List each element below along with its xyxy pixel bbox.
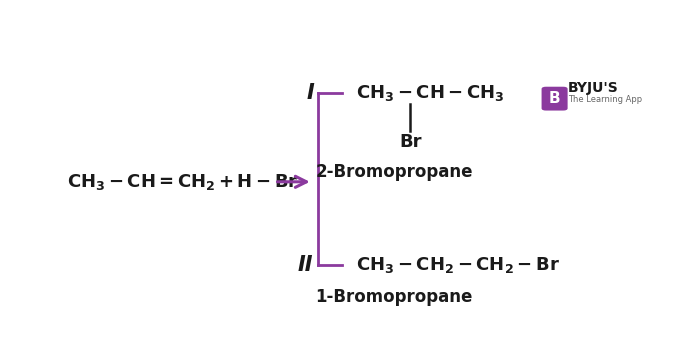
Text: B: B bbox=[549, 91, 561, 105]
Text: Br: Br bbox=[399, 132, 421, 150]
Text: $\mathbf{CH_3 - CH_2 - CH_2 - Br}$: $\mathbf{CH_3 - CH_2 - CH_2 - Br}$ bbox=[356, 255, 560, 275]
Text: $\mathbf{CH_3 - CH - CH_3}$: $\mathbf{CH_3 - CH - CH_3}$ bbox=[356, 83, 505, 103]
Text: $\mathbf{CH_3 - CH = CH_2 + H - Br}$: $\mathbf{CH_3 - CH = CH_2 + H - Br}$ bbox=[66, 172, 298, 192]
Text: II: II bbox=[298, 255, 313, 275]
Text: BYJU'S: BYJU'S bbox=[568, 81, 618, 95]
Text: The Learning App: The Learning App bbox=[568, 95, 642, 104]
Text: 1-Bromopropane: 1-Bromopropane bbox=[315, 288, 472, 306]
Text: 2-Bromopropane: 2-Bromopropane bbox=[315, 163, 472, 181]
FancyBboxPatch shape bbox=[542, 87, 568, 111]
Text: I: I bbox=[307, 83, 314, 103]
